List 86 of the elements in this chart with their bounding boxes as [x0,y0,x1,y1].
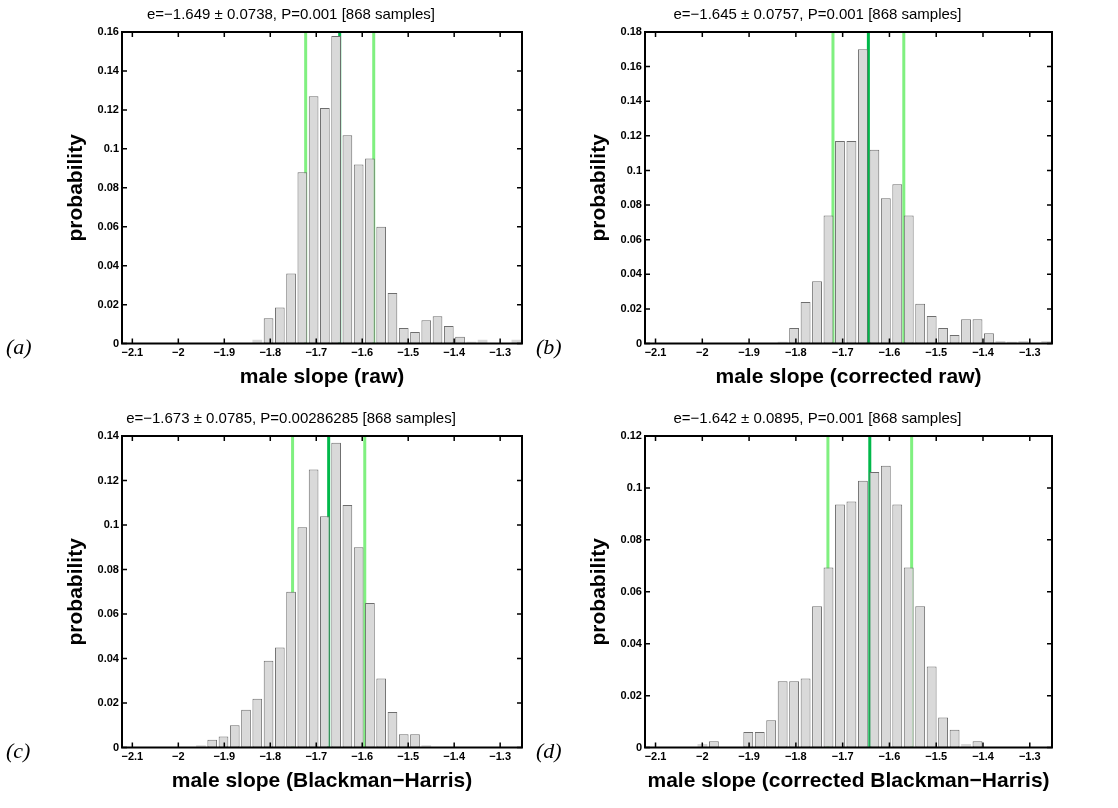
x-tick-label: −1.9 [738,346,760,359]
y-axis-title: probability [63,537,87,646]
x-tick-label: −1.4 [443,346,466,359]
x-tick-label: −1.5 [925,750,948,763]
x-tick-label: −1.3 [1018,346,1041,359]
text: (b) [536,334,562,360]
chart-title: e=−1.673 ± 0.0785, P=0.00286285 [868 samples] [126,409,456,427]
x-tick-label: −1.4 [972,346,995,359]
y-tick-label: 0.04 [620,267,643,280]
y-tick-label: 0 [112,740,119,753]
y-tick-label: 0.06 [97,219,119,232]
y-tick-label: 0.02 [620,302,642,315]
y-tick-label: 0.1 [103,141,119,154]
y-tick-label: 0.12 [620,128,642,141]
chart-title: e=−1.642 ± 0.0895, P=0.001 [868 samples] [673,409,962,427]
x-tick-label: −1.9 [738,750,760,763]
y-tick-label: 0.14 [97,429,120,442]
x-tick-label: −1.7 [305,750,328,763]
y-tick-label: 0.1 [103,518,119,531]
x-tick-label: −1.5 [397,750,420,763]
y-tick-label: 0.08 [620,198,642,211]
x-axis-title: male slope (Blackman−Harris) [171,768,473,792]
text: (d) [536,738,562,764]
x-tick-label: −1.8 [785,750,807,763]
x-tick-label: −1.9 [213,750,236,763]
x-tick-label: −1.6 [878,750,901,763]
x-tick-label: −1.5 [397,346,420,359]
x-tick-label: −1.8 [785,346,807,359]
x-tick-label: −2 [696,750,709,763]
x-tick-label: −1.8 [259,750,282,763]
y-tick-label: 0.12 [620,429,642,442]
y-tick-label: 0.12 [97,102,119,115]
y-tick-label: 0.1 [626,163,642,176]
y-tick-label: 0.16 [620,59,642,72]
x-axis-title: male slope (raw) [239,364,405,388]
chart-title: e=−1.649 ± 0.0738, P=0.001 [868 samples] [146,5,436,23]
x-tick-label: −2 [172,346,185,359]
y-tick-label: 0.12 [97,473,119,486]
y-tick-label: 0 [635,336,642,349]
y-tick-label: 0.02 [97,696,119,709]
x-axis-title: male slope (corrected Blackman−Harris) [647,768,1050,792]
x-tick-label: −2.1 [121,750,144,763]
y-tick-label: 0.18 [620,25,642,38]
x-tick-label: −1.7 [831,750,854,763]
chart-title: e=−1.645 ± 0.0757, P=0.001 [868 samples] [673,5,962,23]
x-tick-label: −1.3 [1018,750,1041,763]
x-tick-label: −2.1 [121,346,144,359]
x-tick-label: −1.4 [972,750,995,763]
y-tick-label: 0.16 [97,25,119,38]
y-axis-title: probability [586,537,610,646]
x-tick-label: −1.4 [443,750,466,763]
x-tick-label: −1.5 [925,346,948,359]
x-tick-label: −1.3 [489,750,512,763]
y-tick-label: 0.14 [97,63,120,76]
y-axis-title: probability [63,133,87,242]
x-tick-label: −1.7 [831,346,854,359]
x-axis-title: male slope (corrected raw) [715,364,982,388]
y-tick-label: 0.06 [620,584,642,597]
y-tick-label: 0.06 [620,232,642,245]
x-tick-label: −1.3 [489,346,512,359]
y-tick-label: 0 [635,740,642,753]
y-tick-label: 0.08 [97,562,119,575]
x-tick-label: −1.6 [351,346,374,359]
y-tick-label: 0.04 [97,258,120,271]
text: (c) [6,738,31,764]
y-tick-label: 0.04 [620,636,643,649]
text: (a) [6,334,32,360]
y-tick-label: 0.02 [620,688,642,701]
y-tick-label: 0.04 [97,651,120,664]
x-tick-label: −2 [696,346,709,359]
x-tick-label: −2.1 [644,346,667,359]
y-tick-label: 0.14 [620,94,643,107]
y-tick-label: 0.06 [97,607,119,620]
x-tick-label: −1.7 [305,346,328,359]
y-tick-label: 0 [112,336,119,349]
x-tick-label: −1.9 [213,346,236,359]
y-tick-label: 0.08 [97,180,119,193]
x-tick-label: −1.6 [878,346,901,359]
x-tick-label: −2.1 [644,750,667,763]
x-tick-label: −1.8 [259,346,282,359]
y-axis-title: probability [586,133,610,242]
y-tick-label: 0.1 [626,480,642,493]
x-tick-label: −1.6 [351,750,374,763]
y-tick-label: 0.02 [97,297,119,310]
x-tick-label: −2 [172,750,185,763]
y-tick-label: 0.08 [620,532,642,545]
